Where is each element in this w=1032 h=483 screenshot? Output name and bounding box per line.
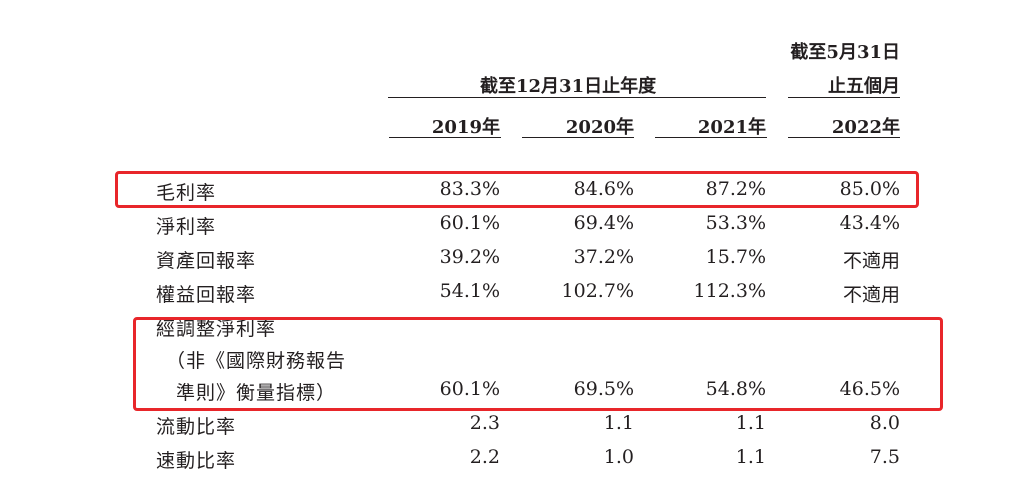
group-header: 截至12月31日止年度 xyxy=(480,76,657,97)
row-label-return-on-equity: 權益回報率 xyxy=(156,284,257,306)
five-month-header-line1: 截至5月31日 xyxy=(790,42,900,63)
row-label-adjusted-net-margin-line2: （非《國際財務報告 xyxy=(166,350,347,372)
year-header-2019: 2019年 xyxy=(431,117,500,138)
cell-roa-2021: 15.7% xyxy=(705,246,766,268)
year-underline-2022 xyxy=(788,137,900,138)
year-underline-2021 xyxy=(655,137,767,138)
cell-adjusted-net-margin-2022: 46.5% xyxy=(839,378,900,400)
row-label-adjusted-net-margin-line3: 準則》衡量指標） xyxy=(176,382,337,404)
cell-quick-ratio-2019: 2.2 xyxy=(469,446,500,468)
cell-roa-2019: 39.2% xyxy=(439,246,500,268)
year-underline-2020 xyxy=(522,137,634,138)
cell-roe-2020: 102.7% xyxy=(561,280,634,302)
cell-gross-margin-2022: 85.0% xyxy=(839,178,900,200)
year-header-2022: 2022年 xyxy=(831,117,900,138)
cell-roa-2022: 不適用 xyxy=(842,250,900,272)
cell-gross-margin-2019: 83.3% xyxy=(439,178,500,200)
cell-roe-2019: 54.1% xyxy=(439,280,500,302)
cell-gross-margin-2020: 84.6% xyxy=(573,178,634,200)
row-label-current-ratio: 流動比率 xyxy=(156,416,237,438)
row-label-adjusted-net-margin-line1: 經調整淨利率 xyxy=(156,318,277,340)
cell-adjusted-net-margin-2021: 54.8% xyxy=(705,378,766,400)
group-underline xyxy=(388,97,766,98)
row-label-net-margin: 淨利率 xyxy=(156,216,217,238)
cell-current-ratio-2019: 2.3 xyxy=(469,412,500,434)
highlight-box-adjusted-net-margin xyxy=(133,317,943,411)
cell-current-ratio-2021: 1.1 xyxy=(735,412,766,434)
row-label-gross-margin: 毛利率 xyxy=(156,182,217,204)
cell-quick-ratio-2021: 1.1 xyxy=(735,446,766,468)
cell-roe-2021: 112.3% xyxy=(693,280,766,302)
cell-net-margin-2020: 69.4% xyxy=(573,212,634,234)
cell-current-ratio-2020: 1.1 xyxy=(603,412,634,434)
cell-quick-ratio-2022: 7.5 xyxy=(869,446,900,468)
cell-net-margin-2019: 60.1% xyxy=(439,212,500,234)
year-header-2021: 2021年 xyxy=(697,117,766,138)
cell-quick-ratio-2020: 1.0 xyxy=(603,446,634,468)
five-month-underline xyxy=(788,97,900,98)
highlight-box-gross-margin xyxy=(115,171,919,208)
cell-gross-margin-2021: 87.2% xyxy=(705,178,766,200)
cell-net-margin-2022: 43.4% xyxy=(839,212,900,234)
cell-current-ratio-2022: 8.0 xyxy=(869,412,900,434)
cell-roa-2020: 37.2% xyxy=(573,246,634,268)
cell-net-margin-2021: 53.3% xyxy=(705,212,766,234)
year-underline-2019 xyxy=(389,137,501,138)
row-label-return-on-assets: 資產回報率 xyxy=(156,250,257,272)
row-label-quick-ratio: 速動比率 xyxy=(156,450,237,472)
cell-adjusted-net-margin-2019: 60.1% xyxy=(439,378,500,400)
year-header-2020: 2020年 xyxy=(565,117,634,138)
five-month-header-line2: 止五個月 xyxy=(828,76,900,97)
cell-adjusted-net-margin-2020: 69.5% xyxy=(573,378,634,400)
cell-roe-2022: 不適用 xyxy=(842,284,900,306)
